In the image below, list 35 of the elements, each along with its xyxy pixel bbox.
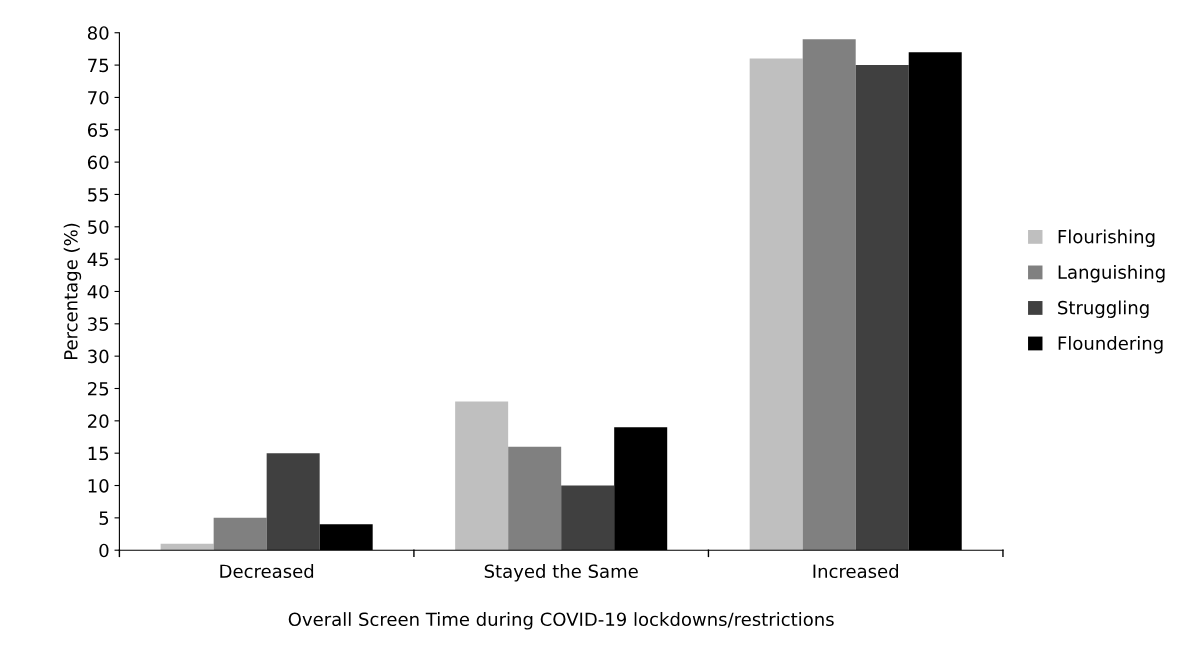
bar	[561, 485, 615, 551]
x-tick-label: Decreased	[220, 564, 314, 579]
y-tick-label: 10	[88, 478, 109, 493]
y-tick-label: 80	[87, 26, 109, 40]
bar	[855, 65, 909, 551]
x-axis-title: Overall Screen Time during COVID-19 lockdowns/restrictions	[288, 612, 834, 630]
y-tick-label: 70	[88, 90, 109, 105]
bar	[508, 446, 562, 551]
bar	[213, 517, 267, 551]
legend-label: Floundering	[1058, 336, 1163, 354]
bar	[802, 39, 856, 551]
y-tick-label: 75	[88, 58, 109, 73]
y-axis-title: Percentage (%)	[63, 223, 82, 359]
bar	[266, 453, 320, 551]
y-tick-label: 40	[87, 284, 109, 299]
y-tick-label: 65	[87, 123, 109, 137]
y-tick-label: 55	[88, 188, 109, 202]
y-tick-label: 25	[88, 381, 109, 396]
y-tick-label: 45	[87, 252, 109, 267]
legend-label: Flourishing	[1058, 229, 1155, 247]
bar	[749, 58, 803, 551]
y-tick-label: 35	[88, 317, 109, 331]
y-tick-label: 60	[87, 155, 109, 170]
y-tick-label: 0	[99, 543, 109, 558]
y-tick-label: 20	[88, 414, 109, 428]
bar	[455, 401, 509, 551]
x-tick-label: Stayed the Same	[484, 564, 638, 582]
y-tick-label: 30	[88, 349, 109, 364]
bar	[160, 543, 214, 551]
y-tick-label: 50	[88, 220, 109, 234]
y-tick-label: 15	[88, 446, 109, 461]
x-tick-label: Increased	[813, 564, 898, 579]
legend-label: Struggling	[1058, 300, 1149, 318]
legend-label: Languishing	[1058, 264, 1165, 283]
y-tick-label: 5	[99, 511, 109, 525]
